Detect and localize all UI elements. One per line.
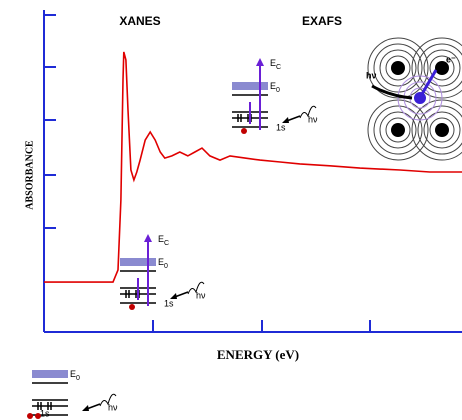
conduction-band (120, 258, 156, 266)
conduction-band (232, 82, 268, 90)
region-label: EXAFS (302, 14, 342, 28)
region-label: XANES (119, 14, 160, 28)
core-hole (241, 128, 247, 134)
photon-label: hν (308, 114, 318, 124)
core-hole (129, 304, 135, 310)
atom-core (435, 123, 449, 137)
core-label: 1s (276, 122, 286, 132)
core-label: 1s (164, 298, 174, 308)
electron-label: e⁻ (446, 54, 456, 64)
e0-label: E0 (270, 81, 280, 93)
energy-level-inset: EC E0 1s hν (232, 58, 318, 134)
arrow-head (282, 117, 289, 123)
photon-label: hν (196, 290, 206, 300)
photon-label: hν (108, 402, 118, 412)
atom-core (391, 123, 405, 137)
ec-label: EC (158, 234, 169, 246)
e0-label: E0 (158, 257, 168, 269)
x-axis-title: ENERGY (eV) (217, 347, 299, 362)
arrow-head (82, 405, 89, 411)
atom-diagram: hν e⁻ (366, 38, 462, 160)
arrow-head (170, 293, 177, 299)
e0-label: E0 (70, 369, 80, 381)
core-label: 1s (40, 408, 50, 418)
axis-ticks (44, 15, 370, 332)
arrow-head (256, 58, 264, 66)
ec-label: EC (270, 58, 281, 70)
chart: ENERGY (eV) ABSORBANCE XANES EXAFS hν e⁻… (0, 0, 462, 420)
energy-level-inset: EC E0 1s hν (120, 234, 206, 310)
photon-label: hν (366, 70, 377, 80)
arrow-head (144, 234, 152, 242)
core-hole (27, 413, 33, 419)
conduction-band (32, 370, 68, 378)
atom-core (391, 61, 405, 75)
energy-level-inset: E0 1s hν (27, 369, 118, 419)
y-axis-title: ABSORBANCE (24, 140, 35, 210)
